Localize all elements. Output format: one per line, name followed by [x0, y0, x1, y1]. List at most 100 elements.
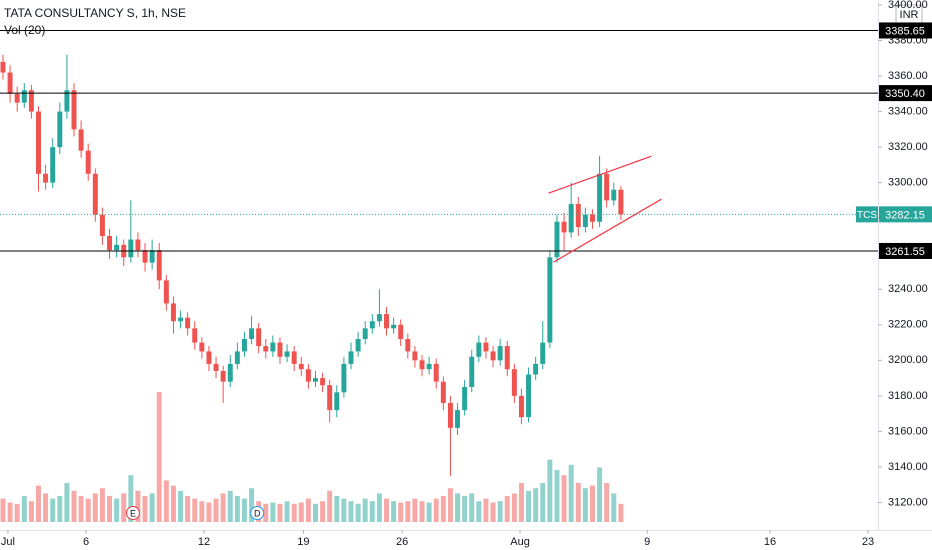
volume-bar [142, 496, 148, 522]
last-price-name: TCS [857, 210, 877, 221]
candle-body [284, 351, 290, 357]
candle-body [376, 314, 382, 322]
volume-bar [270, 502, 276, 522]
volume-bar [469, 493, 475, 522]
candle-body [540, 342, 546, 364]
volume-bar [249, 488, 255, 522]
volume-bar [128, 475, 134, 522]
volume-bar [355, 503, 361, 522]
volume-bar [483, 498, 489, 522]
volume-bar [455, 493, 461, 522]
candle-body [604, 173, 610, 201]
y-tick-label: 3200.00 [888, 354, 928, 366]
candle-body [149, 250, 155, 263]
candle-body [135, 239, 141, 251]
candle-body [99, 214, 105, 236]
candle-body [64, 90, 70, 112]
candle-body [178, 317, 184, 322]
volume-bar [376, 493, 382, 522]
currency-label[interactable]: INR [900, 9, 919, 21]
volume-bar [369, 501, 375, 522]
y-tick-label: 3320.00 [888, 141, 928, 153]
volume-bar [384, 498, 389, 522]
candle-body [490, 351, 496, 361]
candle-body [14, 93, 20, 103]
volume-bar [85, 498, 91, 522]
volume-bar [71, 490, 77, 522]
y-tick-label: 3120.00 [888, 496, 928, 508]
candle-body [561, 221, 567, 233]
volume-bar [618, 503, 624, 522]
volume-bar [476, 501, 482, 522]
chart-title: TATA CONSULTANCY S, 1h, NSE [4, 6, 186, 20]
volume-bar [398, 502, 404, 522]
y-tick-label: 3180.00 [888, 390, 928, 402]
volume-bar [149, 493, 155, 522]
candle-body [547, 257, 553, 343]
volume-bar [213, 498, 219, 522]
candle-body [320, 378, 326, 386]
candle-body [433, 363, 439, 382]
candle-body [256, 328, 262, 347]
volume-bar [291, 503, 297, 522]
candle-body [384, 314, 389, 329]
volume-bar [43, 493, 49, 522]
candle-body [348, 351, 354, 364]
volume-bar [263, 503, 269, 522]
volume-bar [533, 488, 539, 522]
level-label: 3385.65 [885, 25, 925, 37]
volume-bar [554, 470, 560, 522]
candle-body [582, 214, 588, 228]
volume-bar [518, 483, 524, 522]
volume-bar [348, 501, 354, 522]
candle-body [199, 342, 205, 352]
candle-body [270, 342, 276, 352]
candle-body [43, 173, 49, 183]
last-price-label: 3282.15 [885, 209, 925, 221]
volume-bar [57, 496, 63, 522]
candle-body [220, 370, 226, 382]
volume-bar [227, 490, 233, 522]
volume-bar [36, 485, 41, 522]
volume-bar [327, 490, 333, 522]
candle-body [21, 90, 27, 103]
candle-body [241, 339, 247, 352]
level-label-box [879, 22, 932, 39]
trendline [548, 155, 652, 194]
volume-bar [582, 488, 588, 522]
volume-bar [504, 496, 510, 522]
candle-body [455, 410, 461, 428]
volume-bar [391, 501, 397, 522]
candle-body [589, 214, 595, 222]
volume-bar [589, 485, 595, 522]
volume-bar [234, 496, 240, 522]
candle-body [327, 385, 333, 411]
candle-body [405, 339, 411, 352]
x-tick-label: 19 [297, 536, 309, 548]
candle-body [369, 321, 375, 329]
volume-bar [121, 493, 127, 522]
event-marker [125, 506, 140, 520]
candle-body [511, 369, 517, 396]
candle-body [114, 244, 120, 251]
volume-bar [433, 498, 439, 522]
y-tick-label: 3340.00 [888, 105, 928, 117]
volume-bar [170, 485, 176, 522]
x-tick-label: 9 [644, 536, 650, 548]
x-tick-label: Aug [510, 536, 530, 548]
volume-bar [298, 502, 304, 522]
volume-bar [575, 483, 581, 522]
candle-body [568, 203, 574, 233]
candle-body [7, 72, 13, 94]
volume-bar [597, 467, 603, 522]
candle-body [504, 346, 510, 370]
volume-bar [426, 502, 432, 522]
volume-bar [92, 493, 98, 522]
candle-body [362, 328, 368, 340]
volume-bar [334, 496, 340, 522]
level-label: 3261.55 [885, 246, 925, 258]
candle-body [227, 363, 233, 382]
candle-body [497, 346, 503, 361]
candle-body [426, 363, 432, 370]
